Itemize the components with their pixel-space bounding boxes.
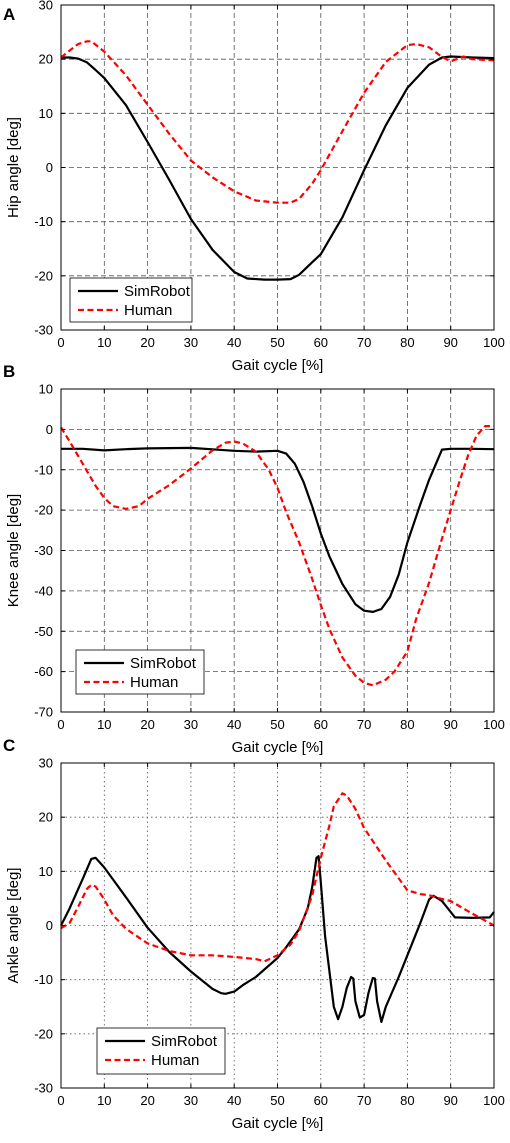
x-tick-label: 0 [57,335,64,350]
chart-panel-b: 0 10 20 30 40 50 60 70 80 90 100-70-60-50-40-30-20… [3,362,505,756]
panel-letter: C [3,736,15,755]
x-tick-label: 50 [270,1093,284,1108]
legend-label-simrobot: SimRobot [151,1033,218,1050]
legend-box [75,649,205,695]
x-tick-label: 40 [227,1093,241,1108]
legend: SimRobot Human [96,1027,226,1075]
y-tick-label: -20 [34,503,53,518]
y-tick-label: 0 [46,918,53,933]
x-tick-label: 40 [227,335,241,350]
y-tick-label: -30 [34,1081,53,1096]
chart-panel-a: 0 10 20 30 40 50 60 70 80 90 100 -30 -20 -10 0 10 20 30 Ga… [3,0,505,374]
y-tick-label: -50 [34,624,53,639]
legend-box [69,277,193,323]
y-tick-label: 0 [46,422,53,437]
x-tick-label: 90 [443,335,457,350]
y-tick-label: 30 [39,756,53,771]
y-tick-label: 10 [39,864,53,879]
x-tick-label: 50 [270,717,284,732]
x-tick-label: 100 [483,717,505,732]
x-tick-label: 70 [357,717,371,732]
x-tick-label: 0 [57,1093,64,1108]
series-line-human [60,792,495,963]
legend: SimRobot Human [69,277,193,323]
legend-label-simrobot: SimRobot [130,655,197,672]
x-tick-label: 100 [483,1093,505,1108]
x-tick-label: 30 [184,1093,198,1108]
x-tick-label: 80 [400,717,414,732]
y-tick-label: 10 [39,382,53,397]
y-tick-label: 20 [39,52,53,67]
legend-label-human: Human [124,302,172,319]
x-tick-label: 80 [400,335,414,350]
x-tick-label: 10 [97,335,111,350]
y-tick-label: -10 [34,214,53,229]
y-axis-label: Ankle angle [deg] [5,868,22,984]
y-tick-label: -40 [34,583,53,598]
series-line-simrobot [61,55,495,281]
x-axis-label: Gait cycle [%] [232,357,324,374]
y-tick-label: -20 [34,268,53,283]
x-tick-label: 20 [140,717,154,732]
legend: SimRobot Human [75,649,205,695]
y-tick-label: -10 [34,462,53,477]
y-tick-label: -60 [34,664,53,679]
x-tick-label: 10 [97,1093,111,1108]
y-axis-label: Knee angle [deg] [5,494,22,607]
series-line-simrobot [60,855,495,1023]
y-tick-label: 10 [39,106,53,121]
y-tick-label: -10 [34,972,53,987]
x-tick-label: 10 [97,717,111,732]
legend-box [96,1027,226,1075]
x-tick-label: 40 [227,717,241,732]
y-tick-label: 0 [46,160,53,175]
y-tick-label: -20 [34,1026,53,1041]
y-tick-label: -70 [34,705,53,720]
panel-letter: B [3,362,15,381]
x-tick-label: 50 [270,335,284,350]
panel-letter: A [3,5,15,24]
x-tick-label: 100 [483,335,505,350]
x-tick-label: 60 [314,1093,328,1108]
x-tick-label: 60 [314,335,328,350]
y-tick-label: 20 [39,810,53,825]
x-tick-label: 80 [400,1093,414,1108]
legend-label-human: Human [151,1052,199,1069]
legend-label-human: Human [130,674,178,691]
chart-panel-c: 0 10 20 30 40 50 60 70 80 90 100 -30 -20 -10 0 10 20 30 Ga… [3,736,505,1132]
y-axis-label: Hip angle [deg] [5,117,22,218]
x-tick-label: 70 [357,1093,371,1108]
legend-label-simrobot: SimRobot [124,283,191,300]
x-tick-label: 90 [443,717,457,732]
x-tick-label: 20 [140,335,154,350]
x-tick-label: 0 [57,717,64,732]
x-tick-label: 20 [140,1093,154,1108]
y-tick-label: 30 [39,0,53,13]
x-tick-label: 30 [184,717,198,732]
series-line-human [60,425,494,687]
x-axis-label: Gait cycle [%] [232,1115,324,1132]
y-tick-label: -30 [34,543,53,558]
x-tick-label: 30 [184,335,198,350]
series-line-simrobot [61,446,495,613]
x-tick-label: 90 [443,1093,457,1108]
x-tick-label: 70 [357,335,371,350]
x-tick-label: 60 [314,717,328,732]
x-axis-label: Gait cycle [%] [232,739,324,756]
y-tick-label: -30 [34,323,53,338]
